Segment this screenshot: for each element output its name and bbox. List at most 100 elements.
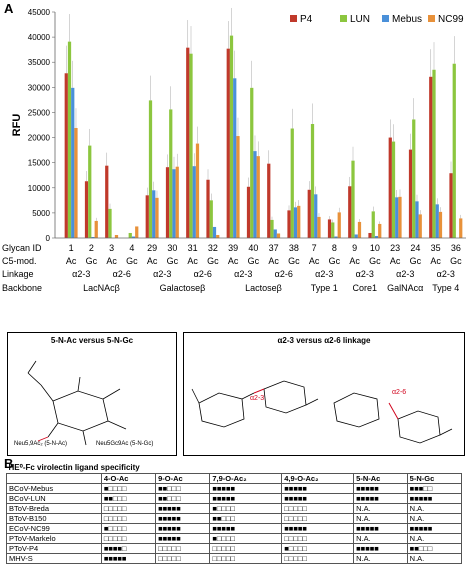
backbone-label: Galactoseβ xyxy=(160,283,206,293)
specificity-cell: ■■■■■ xyxy=(281,493,355,504)
virus-name-cell: BToV-Breda xyxy=(6,503,102,514)
bar xyxy=(236,136,240,238)
bar xyxy=(293,207,298,238)
bar xyxy=(192,166,196,238)
bar xyxy=(229,35,234,238)
bar xyxy=(206,179,210,238)
specificity-cell: ■■■■■ xyxy=(209,483,283,494)
structure-left-title: 5-N-Ac versus 5-N-Gc xyxy=(50,336,134,345)
ligand-specificity-table: HE⁰-Fc virolectin ligand specificity 4-O… xyxy=(6,463,463,564)
c5-label: Gc xyxy=(207,256,219,266)
specificity-cell: N.A. xyxy=(406,553,463,564)
c5-label: Gc xyxy=(288,256,300,266)
bar xyxy=(105,165,109,238)
bar xyxy=(354,234,358,238)
bar xyxy=(351,160,355,238)
glycan-id-label: 3 xyxy=(109,243,114,253)
linkage-label: α2-3 xyxy=(356,269,374,279)
neu5ac-structure-drawing xyxy=(27,360,127,446)
specificity-cell: ■■■■■ xyxy=(281,523,355,534)
bar xyxy=(212,226,217,238)
specificity-cell: □□□□□ xyxy=(155,543,211,554)
specificity-cell: ■■■□□ xyxy=(406,483,463,494)
bar xyxy=(368,232,372,238)
bar xyxy=(314,194,318,238)
bar xyxy=(114,234,119,238)
legend-swatch xyxy=(428,15,435,22)
bar xyxy=(371,211,375,238)
linkage-label: α2-3 xyxy=(315,269,333,279)
bar xyxy=(327,219,332,238)
specificity-cell: ■■■■■ xyxy=(353,543,408,554)
bar xyxy=(378,223,382,238)
y-tick-label: 15000 xyxy=(28,159,51,168)
panel-a-label: A xyxy=(4,1,14,16)
structure-left-caption-2: Neu5Gc9Ac (5-N-Gc) xyxy=(96,441,154,447)
bar xyxy=(131,236,136,238)
virus-name-cell: PToV-P4 xyxy=(6,543,102,554)
glycan-id-label: 39 xyxy=(228,243,238,253)
bar xyxy=(145,195,149,238)
row-label-c5: C5-mod. xyxy=(2,256,37,266)
backbone-label: Core1 xyxy=(352,283,377,293)
specificity-cell: N.A. xyxy=(406,533,463,544)
bar xyxy=(290,128,294,238)
specificity-cell: N.A. xyxy=(353,533,408,544)
c5-label: Gc xyxy=(86,256,98,266)
virus-name-cell: PToV-Markelo xyxy=(6,533,102,544)
backbone-label: GalNAcα xyxy=(387,283,423,293)
bar xyxy=(175,166,179,238)
c5-label: Ac xyxy=(430,256,441,266)
bar xyxy=(152,190,156,238)
bar xyxy=(233,78,237,238)
c5-label: Ac xyxy=(390,256,401,266)
glycan-id-label: 40 xyxy=(248,243,258,253)
table-header-cell: 5-N-Gc xyxy=(406,473,463,484)
c5-label: Ac xyxy=(268,256,279,266)
linkage-label: α2-3 xyxy=(396,269,414,279)
linkage-label: α2-6 xyxy=(275,269,293,279)
bar xyxy=(108,208,112,238)
glycan-id-label: 4 xyxy=(129,243,134,253)
table-row: PToV-Markelo □□□□□ ■■■■■ ■□□□□ □□□□□ N.A. N.A. xyxy=(6,533,463,544)
bar xyxy=(91,236,95,238)
bar xyxy=(287,210,291,238)
bar xyxy=(276,233,281,238)
bar xyxy=(165,167,170,238)
linkage-label: α2-6 xyxy=(194,269,212,279)
backbone-label: LacNAcβ xyxy=(83,283,120,293)
linkage-label: α2-3 xyxy=(153,269,171,279)
bar xyxy=(135,226,139,238)
bar xyxy=(307,189,311,238)
c5-label: Gc xyxy=(126,256,138,266)
legend-label: Mebus xyxy=(392,14,422,25)
y-tick-label: 5000 xyxy=(32,209,50,218)
virus-name-cell: BToV-B150 xyxy=(6,513,102,524)
y-tick-label: 40000 xyxy=(28,33,51,42)
c5-label: Gc xyxy=(248,256,260,266)
linkage-label: α2-6 xyxy=(113,269,131,279)
specificity-cell: ■■□□□ xyxy=(100,493,157,504)
specificity-cell: ■■■■■ xyxy=(100,553,157,564)
glycan-id-label: 8 xyxy=(332,243,337,253)
bar xyxy=(337,212,341,238)
specificity-cell: ■■□□□ xyxy=(155,483,211,494)
glycan-id-label: 29 xyxy=(147,243,157,253)
bar xyxy=(128,232,132,238)
c5-label: Ac xyxy=(187,256,198,266)
y-tick-label: 10000 xyxy=(28,184,51,193)
glycan-id-label: 37 xyxy=(269,243,279,253)
legend-label: LUN xyxy=(350,14,370,25)
glycan-id-label: 36 xyxy=(451,243,461,253)
bar xyxy=(297,205,301,238)
table-header-cell: 7,9-O-Ac₂ xyxy=(209,473,283,484)
glycan-id-label: 38 xyxy=(289,243,299,253)
bar xyxy=(256,156,260,238)
glycan-id-label: 35 xyxy=(431,243,441,253)
specificity-cell: ■□□□□ xyxy=(281,543,355,554)
bar xyxy=(432,69,436,238)
glycan-id-label: 23 xyxy=(390,243,400,253)
structure-panel-right: α2-3 versus α2-6 linkage α2-3 α2-6 xyxy=(183,332,465,456)
glycan-id-label: 9 xyxy=(352,243,357,253)
specificity-cell: ■■■■■ xyxy=(406,523,463,534)
